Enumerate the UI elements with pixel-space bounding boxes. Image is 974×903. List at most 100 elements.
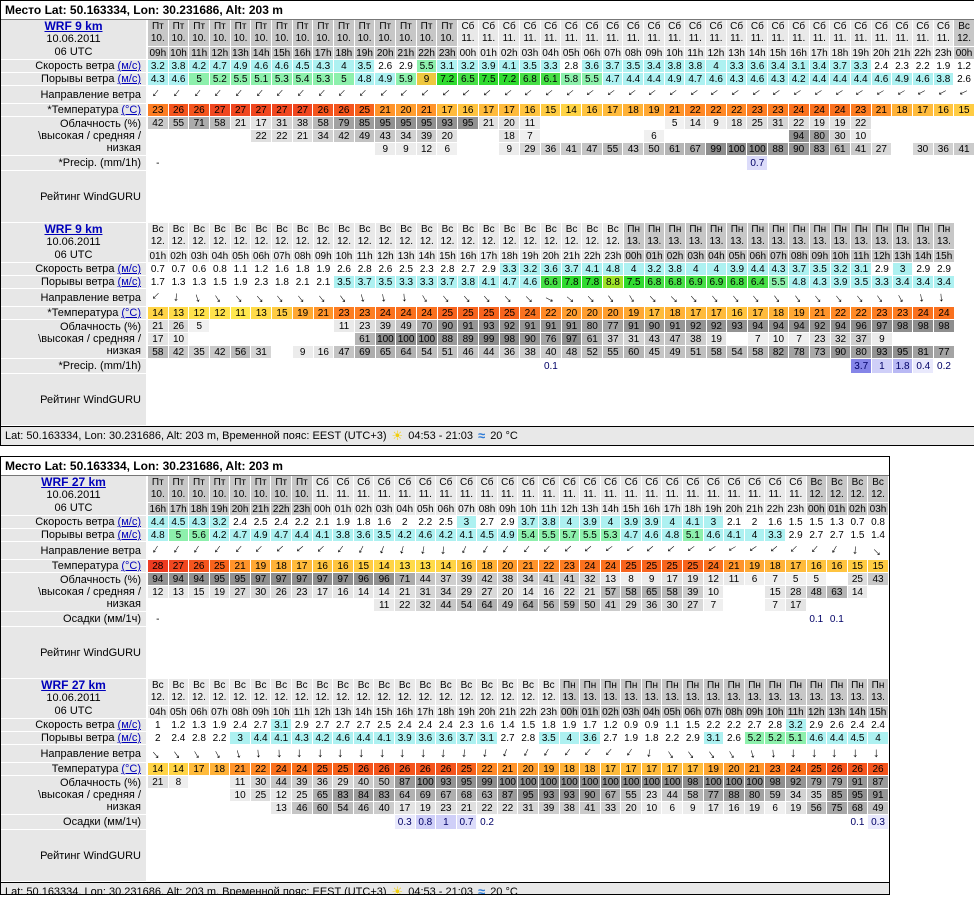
unit-link[interactable]: (°C) [121,104,141,116]
hour-cell: 03h [189,250,211,263]
model-run-utc: 06 UTC [54,705,93,717]
hour-cell: 11h [538,503,560,516]
unit-link[interactable]: (м/с) [117,516,141,528]
day-header-cell: Вс 12. [292,223,314,250]
model-info: WRF 9 km 10.06.2011 06 UTC [1,223,148,263]
arrow-icon: → [437,289,458,307]
wind-speed-cell: 0.7 [148,263,169,276]
hour-cell: 10h [765,706,786,719]
day-header-cell: Вс 12. [477,679,498,706]
wind-gust-cell: 2.8 [189,732,210,745]
arrow-icon: → [478,745,496,762]
wind-direction-arrow: → [744,745,766,763]
cloud-mid-cell: 27 [477,586,498,599]
day-header-cell: Пн 13. [665,223,686,250]
wind-speed-cell: 3.2 [644,263,666,276]
cloud-high-cell: 12 [703,573,725,586]
cloud-mid-cell [210,333,231,346]
arrow-icon: → [498,745,517,763]
unit-link[interactable]: (°C) [121,763,141,775]
temperature-cell: 26 [827,763,848,776]
cloud-high-cell: 49 [396,320,417,333]
wind-direction-arrow: → [623,86,645,104]
arrow-icon: → [849,747,865,760]
temperature-cell: 13 [394,560,416,573]
wind-gust-cell: 5.5 [580,529,601,542]
precip-cell [436,612,457,627]
cloud-low-cell: 90 [830,346,852,359]
wind-direction-arrow: → [621,745,642,763]
temperature-cell: 20 [518,763,539,776]
cloud-low-cell: 12 [416,143,438,156]
wind-direction-arrow: → [210,86,231,104]
model-link[interactable]: WRF 27 km [41,475,106,489]
wind-speed-cell: 2.6 [375,60,397,73]
wind-speed-cell: 0.7 [847,516,869,529]
precip-cell [809,156,831,171]
arrow-icon: → [623,86,643,104]
hour-cell: 02h [168,250,190,263]
hour-cell: 14h [913,250,935,263]
wind-speed-cell: 2.9 [872,263,893,276]
precip-cell [603,359,624,374]
cloud-mid-cell: 23 [810,333,831,346]
unit-link[interactable]: (м/с) [117,73,141,85]
wind-direction-arrow: → [292,745,313,763]
cloud-low-cell: 81 [913,346,935,359]
day-header-cell: Вс 12. [251,223,273,250]
wind-gust-cell: 4.9 [375,73,397,86]
model-run-date: 10.06.2011 [46,692,101,704]
cloud-low-cell: 33 [600,802,622,815]
unit-link[interactable]: (м/с) [117,732,141,744]
arrow-icon: → [830,289,851,307]
cloud-low-cell: 7 [703,599,725,612]
temperature-cell: 19 [644,104,665,117]
unit-link[interactable]: (м/с) [117,263,141,275]
cloud-high-cell: 98 [683,776,704,789]
cloud-mid-cell: 30 [830,130,851,143]
wind-gust-cell: 4.7 [685,73,707,86]
wind-speed-cell: 1.2 [168,719,190,732]
cloud-low-cell: 36 [540,143,562,156]
unit-link[interactable]: (м/с) [117,276,141,288]
day-header-cell: Вс 12. [518,679,539,706]
arrow-icon: → [868,542,888,560]
precip-cell [189,156,211,171]
cloud-low-cell: 69 [354,346,376,359]
cloud-low-cell: 82 [768,346,790,359]
day-header-cell: Пт 10. [209,476,231,503]
day-header-cell: Сб 11. [685,20,707,47]
temperature-cell: 18 [477,560,498,573]
day-header-cell: Пт 10. [396,20,417,47]
unit-link[interactable]: (м/с) [117,529,141,541]
wind-direction-arrow: → [662,542,684,560]
wind-speed-cell: 4.5 [292,60,314,73]
wind-speed-cell: 2.9 [934,263,955,276]
hour-cell: 16h [458,250,479,263]
cloud-mid-cell: 42 [334,130,355,143]
unit-link[interactable]: (м/с) [117,719,141,731]
model-link[interactable]: WRF 27 km [41,678,106,692]
temperature-cell: 16 [933,104,955,117]
hour-cell: 10h [168,47,190,60]
day-header-cell: Сб 11. [561,20,583,47]
cloud-low-cell: 31 [251,346,273,359]
cloud-high-cell: 19 [809,117,831,130]
unit-link[interactable]: (°C) [121,560,141,572]
unit-link[interactable]: (м/с) [117,60,141,72]
cloud-high-cell: 18 [726,117,748,130]
model-link[interactable]: WRF 9 km [44,222,103,236]
cloud-low-cell: 23 [436,802,457,815]
day-header-cell: Сб 11. [623,20,645,47]
model-link[interactable]: WRF 9 km [44,19,103,33]
unit-link[interactable]: (°C) [121,307,141,319]
wind-gust-cell: 9 [416,73,438,86]
temperature-cell: 25 [806,763,828,776]
precip-cell [189,359,211,374]
cloud-low-cell [271,599,293,612]
cloud-high-cell: 30 [250,776,272,789]
cloud-mid-cell [744,586,766,599]
model-info: WRF 9 km 10.06.2011 06 UTC [1,20,148,60]
day-header-cell: Пн 13. [830,223,852,250]
hour-cell: 09h [313,250,335,263]
